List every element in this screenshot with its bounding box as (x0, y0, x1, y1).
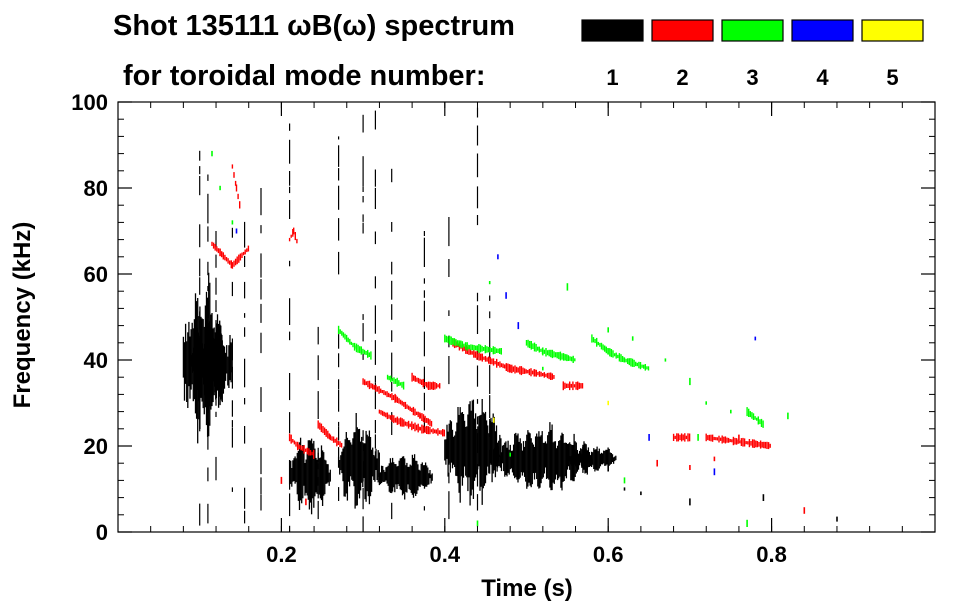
mode-2-ridge (317, 420, 343, 448)
series-mode-2 (211, 164, 806, 514)
series-mode-3 (211, 150, 789, 527)
y-tick-label: 80 (84, 176, 108, 201)
mode-1-blob (378, 454, 433, 500)
axes: 0.2 0.4 0.6 0.8 0 20 40 60 80 100 (71, 90, 936, 567)
y-tick-label: 100 (71, 90, 108, 115)
mode-3-ridge (337, 325, 372, 360)
mode-1-blob (190, 321, 233, 417)
mode-3-ridge (444, 334, 502, 355)
mode-2-ridge (411, 372, 441, 390)
mode-2-ridge (288, 227, 298, 244)
y-tick-label: 60 (84, 262, 108, 287)
legend-label-mode-5: 5 (886, 65, 898, 90)
mode-3-ridge (525, 339, 576, 363)
legend-label-mode-1: 1 (606, 65, 618, 90)
chart-title-line1: Shot 135111 ωB(ω) spectrum (113, 10, 515, 42)
x-axis-title: Time (s) (481, 575, 573, 602)
plot-frame (117, 101, 936, 533)
x-tick-label: 0.8 (756, 542, 787, 567)
mode-3-ridge (746, 407, 764, 428)
y-tick-label: 0 (96, 520, 108, 545)
legend-swatch-mode-1 (581, 19, 644, 42)
x-tick-label: 0.4 (430, 542, 461, 567)
legend-swatch-mode-2 (651, 19, 714, 42)
legend-label-mode-2: 2 (676, 65, 688, 90)
series-mode-5 (492, 400, 610, 423)
mode-2-ridge (562, 381, 584, 391)
y-tick-label: 40 (84, 348, 108, 373)
legend-label-mode-4: 4 (816, 65, 829, 90)
plot-area (182, 107, 838, 532)
legend-swatch-mode-4 (791, 19, 854, 42)
mode-1-blob (288, 437, 331, 515)
x-tick-label: 0.2 (266, 542, 297, 567)
series-mode-4 (235, 228, 757, 476)
y-tick-label: 20 (84, 434, 108, 459)
legend-label-mode-3: 3 (746, 65, 758, 90)
mode-2-ridge (705, 433, 771, 450)
mode-3-ridge (591, 334, 650, 371)
series-mode-1 (182, 107, 838, 532)
chart-title-line2: for toroidal mode number: (123, 60, 486, 92)
mode-2-ridge (211, 241, 250, 269)
mode-3-ridge (386, 374, 405, 390)
y-axis-title: Frequency (kHz) (9, 222, 36, 409)
mode-2-ridge (288, 433, 315, 459)
mode-2-ridge (231, 164, 241, 209)
mode-1-blob (444, 399, 502, 506)
mode-2-ridge (362, 378, 433, 427)
x-tick-label: 0.6 (593, 542, 624, 567)
legend-swatch-mode-5 (861, 19, 924, 42)
legend-swatch-mode-3 (721, 19, 784, 42)
mode-1-blob (566, 446, 617, 474)
mode-2-ridge (672, 433, 691, 442)
mode-2-ridge (378, 409, 445, 437)
mode-1-blob (337, 413, 380, 509)
legend: 1 2 3 4 5 (581, 19, 924, 90)
